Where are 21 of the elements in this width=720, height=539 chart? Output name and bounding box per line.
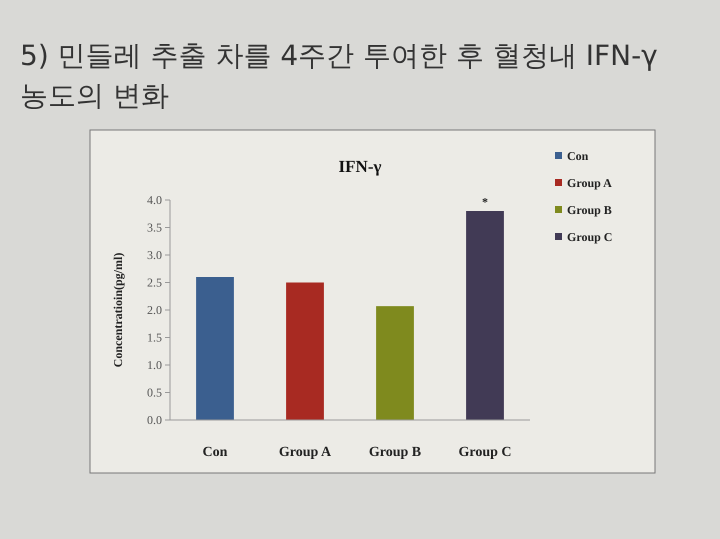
chart-subtitle: IFN-γ <box>338 157 382 176</box>
y-tick-label: 0.0 <box>147 413 162 427</box>
chart-title: 5) 민들레 추출 차를 4주간 투여한 후 혈청내 IFN-γ 농도의 변화 <box>20 39 658 112</box>
y-tick-label: 2.0 <box>147 303 162 317</box>
y-tick-label: 3.5 <box>147 220 162 234</box>
y-tick-label: 3.0 <box>147 248 162 262</box>
y-tick-label: 1.5 <box>147 330 162 344</box>
annotation: * <box>482 195 488 209</box>
legend-label: Group C <box>567 230 612 244</box>
y-tick-label: 1.0 <box>147 358 162 372</box>
x-tick-label: Con <box>202 445 228 460</box>
x-tick-label: Group C <box>458 445 512 460</box>
y-tick-label: 0.5 <box>147 386 162 400</box>
x-tick-label: Group A <box>278 445 332 460</box>
x-tick-label: Group B <box>368 445 422 460</box>
y-tick-label: 2.5 <box>147 276 162 290</box>
legend-label: Group B <box>567 203 612 217</box>
y-axis-title: Concentratioin(pg/ml) <box>111 252 125 368</box>
legend-label: Group A <box>567 176 612 190</box>
y-tick-label: 4.0 <box>147 193 162 207</box>
legend-label: Con <box>567 149 589 163</box>
